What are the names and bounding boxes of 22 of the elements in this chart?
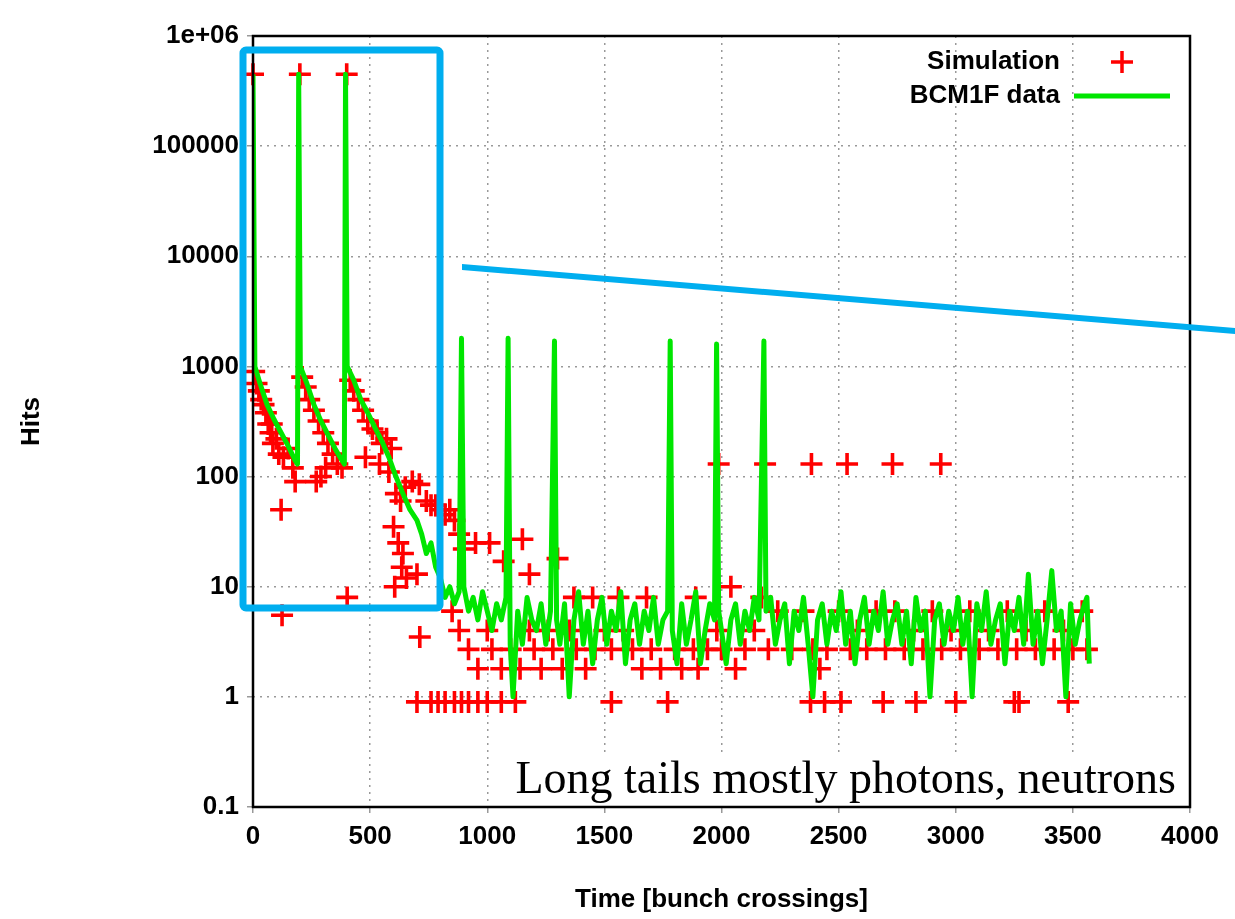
- legend-label: Simulation: [927, 45, 1060, 76]
- x-tick-label: 1500: [575, 819, 634, 850]
- y-tick-label: 100: [195, 459, 239, 490]
- y-tick-label: 10: [210, 569, 239, 600]
- x-tick-label: 0: [245, 819, 261, 850]
- y-tick-label: 0.1: [202, 790, 239, 821]
- x-axis-title: Time [bunch crossings]: [575, 882, 868, 913]
- x-tick-label: 2000: [692, 819, 751, 850]
- x-tick-label: 1000: [458, 819, 517, 850]
- y-axis-title: Hits: [14, 396, 45, 447]
- y-tick-label: 100000: [152, 129, 239, 160]
- x-tick-label: 2500: [809, 819, 868, 850]
- y-tick-label: 1e+06: [165, 19, 239, 50]
- x-tick-label: 500: [348, 819, 392, 850]
- annotation: Long tails mostly photons, neutrons: [515, 752, 1177, 803]
- x-tick-label: 3500: [1043, 819, 1102, 850]
- y-tick-label: 10000: [166, 239, 239, 270]
- x-tick-label: 4000: [1161, 819, 1219, 850]
- y-tick-label: 1: [224, 680, 239, 711]
- y-tick-label: 1000: [181, 349, 239, 380]
- x-tick-label: 3000: [926, 819, 985, 850]
- legend-label: BCM1F data: [909, 79, 1061, 110]
